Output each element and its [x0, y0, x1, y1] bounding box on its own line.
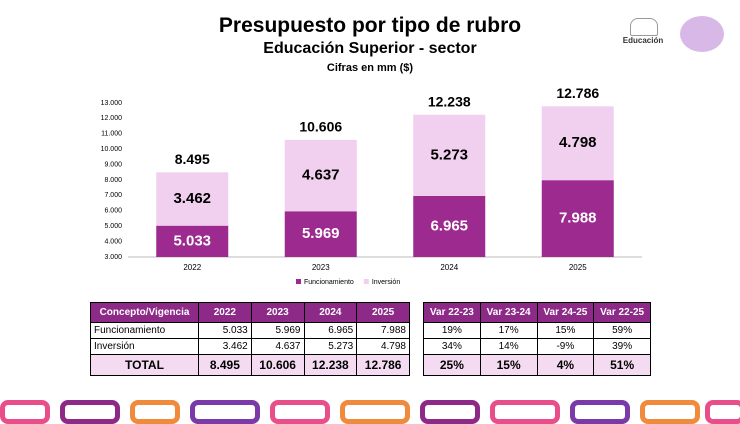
y-tick-label: 9.000: [104, 161, 122, 168]
cell: 15%: [536, 322, 595, 339]
x-tick-label: 2023: [312, 263, 330, 272]
y-tick-label: 7.000: [104, 192, 122, 199]
cell: -9%: [536, 338, 595, 355]
value-label: 7.988: [559, 210, 597, 227]
cell: TOTAL: [90, 354, 199, 376]
budget-table: Concepto/Vigencia 2022 2023 2024 2025 Funcion…: [90, 302, 410, 376]
legend-swatch: [296, 279, 301, 284]
cell: Inversión: [90, 338, 199, 355]
cell: 6.965: [303, 322, 358, 339]
bar-segment: [284, 211, 357, 257]
header-cell: Var 22-25: [593, 302, 651, 323]
variation-table: Var 22-23 Var 23-24 Var 24-25 Var 22-25 19% 1…: [423, 302, 651, 376]
value-label: 4.798: [559, 134, 597, 151]
header-cell: Var 24-25: [536, 302, 595, 323]
cell: 4%: [536, 354, 595, 376]
value-label: 5.033: [173, 232, 211, 249]
y-tick-label: 11.000: [101, 131, 122, 138]
y-tick-label: 12.000: [101, 115, 123, 122]
cell: 12.786: [356, 354, 410, 376]
row: 34% 14% -9% 39%: [423, 338, 651, 355]
header-row: Concepto/Vigencia 2022 2023 2024 2025: [90, 302, 410, 323]
header-cell: 2025: [356, 302, 410, 323]
note: Cifras en mm ($): [326, 62, 414, 74]
cell: 4.798: [356, 338, 410, 355]
y-tick-label: 10.000: [101, 146, 123, 153]
y-tick-label: 13.000: [101, 100, 123, 107]
cell: 17%: [479, 322, 538, 339]
cell: Funcionamiento: [90, 322, 199, 339]
subtitle: Educación Superior - sector: [263, 40, 477, 57]
bar-segment: [413, 195, 486, 257]
total-label: 12.786: [556, 85, 599, 101]
header-cell: 2023: [250, 302, 305, 323]
value-label: 6.965: [430, 217, 468, 234]
cell: 5.033: [198, 322, 252, 339]
y-tick-label: 6.000: [104, 208, 122, 215]
cell: 7.988: [356, 322, 410, 339]
y-tick-label: 3.000: [104, 254, 122, 261]
row: TOTAL 8.495 10.606 12.238 12.786: [90, 354, 410, 376]
legend-label: Funcionamiento: [304, 279, 354, 286]
cell: 8.495: [198, 354, 252, 376]
cell: 34%: [423, 338, 481, 355]
header-cell: 2022: [198, 302, 252, 323]
bar-segment: [541, 180, 614, 257]
y-tick-label: 5.000: [104, 223, 122, 230]
header-row: Var 22-23 Var 23-24 Var 24-25 Var 22-25: [423, 302, 651, 323]
bar-segment: [541, 106, 614, 181]
bar-segment: [284, 139, 357, 212]
cell: 15%: [479, 354, 538, 376]
row: Inversión 3.462 4.637 5.273 4.798: [90, 338, 410, 355]
cell: 10.606: [250, 354, 305, 376]
row: 25% 15% 4% 51%: [423, 354, 651, 376]
header-cell: Concepto/Vigencia: [90, 302, 199, 323]
legend-label: Inversión: [372, 279, 401, 286]
header-cell: 2024: [303, 302, 358, 323]
x-tick-label: 2025: [569, 263, 587, 272]
y-tick-label: 4.000: [104, 238, 122, 245]
bar-segment: [413, 114, 486, 196]
logo-icon: [630, 18, 658, 36]
cell: 19%: [423, 322, 481, 339]
legend-swatch: [363, 279, 369, 284]
x-tick-label: 2022: [183, 263, 201, 272]
total-label: 8.495: [175, 151, 210, 167]
logo-badge: [680, 16, 724, 52]
value-label: 3.462: [173, 190, 211, 207]
cell: 3.462: [198, 338, 252, 355]
cell: 14%: [479, 338, 538, 355]
row: Funcionamiento 5.033 5.969 6.965 7.988: [90, 322, 410, 339]
header-cell: Var 23-24: [479, 302, 538, 323]
title: Presupuesto por tipo de rubro: [218, 14, 522, 37]
cell: 5.273: [303, 338, 358, 355]
value-label: 4.637: [302, 167, 340, 184]
cell: 4.637: [250, 338, 305, 355]
value-label: 5.273: [430, 146, 468, 163]
total-label: 12.238: [428, 93, 471, 109]
value-label: 5.969: [302, 225, 340, 242]
x-tick-label: 2024: [440, 263, 458, 272]
cell: 51%: [593, 354, 651, 376]
chart: 3.000 4.000 5.000 6.000 7.000 8.000 9.000 10.00…: [101, 85, 642, 286]
total-label: 10.606: [299, 119, 342, 135]
row: 19% 17% 15% 59%: [423, 322, 651, 339]
header-cell: Var 22-23: [423, 302, 481, 323]
cell: 25%: [423, 354, 481, 376]
y-tick-label: 8.000: [104, 177, 122, 184]
logo-text: Educación: [622, 36, 664, 45]
cell: 39%: [593, 338, 651, 355]
decor-strip: [0, 396, 740, 424]
cell: 12.238: [303, 354, 358, 376]
bar-segment: [156, 225, 229, 257]
cell: 59%: [593, 322, 651, 339]
bar-segment: [156, 172, 229, 226]
cell: 5.969: [250, 322, 305, 339]
